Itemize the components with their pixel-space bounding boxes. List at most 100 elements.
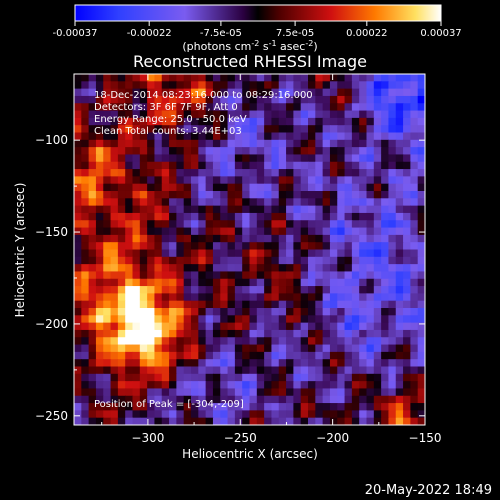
heatmap-cell — [74, 227, 82, 236]
heatmap-cell — [395, 117, 404, 126]
heatmap-cell — [403, 110, 411, 119]
heatmap-cell — [147, 139, 156, 148]
heatmap-cell — [132, 417, 141, 425]
heatmap-cell — [169, 293, 177, 302]
x-axis-label: Heliocentric X (arcsec) — [182, 447, 318, 461]
heatmap-cell — [205, 161, 214, 170]
heatmap-cell — [395, 359, 404, 368]
heatmap-cell — [359, 381, 368, 390]
heatmap-cell — [308, 256, 316, 265]
heatmap-cell — [205, 103, 214, 112]
heatmap-cell — [81, 95, 90, 104]
heatmap-cell — [234, 95, 243, 104]
heatmap-cell — [198, 117, 207, 126]
heatmap-cell — [161, 205, 170, 214]
heatmap-cell — [125, 234, 134, 243]
heatmap-cell — [337, 234, 346, 243]
heatmap-cell — [183, 395, 192, 404]
heatmap-cell — [212, 359, 221, 368]
heatmap-cell — [220, 278, 229, 287]
heatmap-cell — [198, 205, 207, 214]
heatmap-cell — [227, 278, 236, 287]
heatmap-cell — [212, 381, 221, 390]
heatmap-cell — [278, 81, 287, 90]
heatmap-cell — [234, 88, 243, 97]
heatmap-cell — [366, 286, 375, 294]
heatmap-cell — [117, 191, 126, 199]
heatmap-cell — [337, 139, 346, 148]
heatmap-cell — [183, 198, 192, 207]
heatmap-cell — [154, 322, 163, 331]
heatmap-cell — [337, 322, 346, 331]
heatmap-cell — [117, 293, 126, 302]
heatmap-cell — [161, 264, 170, 273]
heatmap-cell — [183, 147, 192, 156]
heatmap-cell — [322, 74, 331, 82]
heatmap-cell — [191, 410, 199, 419]
heatmap-cell — [337, 132, 346, 141]
heatmap-cell — [103, 271, 112, 280]
heatmap-cell — [329, 81, 338, 90]
heatmap-cell — [344, 286, 353, 294]
heatmap-cell — [403, 212, 411, 221]
heatmap-cell — [242, 286, 251, 294]
heatmap-cell — [373, 212, 382, 221]
heatmap-cell — [351, 242, 360, 251]
heatmap-cell — [205, 388, 214, 397]
heatmap-cell — [242, 410, 251, 419]
heatmap-cell — [110, 403, 119, 411]
heatmap-cell — [410, 381, 419, 390]
heatmap-cell — [359, 88, 368, 97]
heatmap-cell — [300, 403, 309, 411]
heatmap-cell — [125, 271, 134, 280]
heatmap-cell — [74, 169, 82, 177]
heatmap-cell — [278, 212, 287, 221]
heatmap-cell — [169, 139, 177, 148]
heatmap-cell — [329, 154, 338, 163]
heatmap-cell — [329, 161, 338, 170]
heatmap-cell — [139, 403, 148, 411]
heatmap-cell — [147, 329, 156, 338]
heatmap-cell — [103, 278, 112, 287]
heatmap-cell — [183, 344, 192, 353]
heatmap-cell — [293, 337, 302, 346]
heatmap-cell — [205, 403, 214, 411]
heatmap-cell — [381, 278, 390, 287]
heatmap-cell — [264, 300, 273, 309]
heatmap-cell — [95, 205, 104, 214]
heatmap-cell — [410, 234, 419, 243]
heatmap-cell — [322, 205, 331, 214]
heatmap-cell — [249, 191, 258, 199]
heatmap-cell — [278, 308, 287, 316]
heatmap-cell — [117, 88, 126, 97]
heatmap-cell — [154, 344, 163, 353]
heatmap-cell — [329, 139, 338, 148]
heatmap-cell — [256, 117, 265, 126]
heatmap-cell — [125, 103, 134, 112]
heatmap-cell — [161, 161, 170, 170]
heatmap-cell — [300, 315, 309, 324]
heatmap-cell — [220, 322, 229, 331]
heatmap-cell — [81, 74, 90, 82]
heatmap-cell — [344, 395, 353, 404]
heatmap-cell — [256, 74, 265, 82]
heatmap-cell — [381, 359, 390, 368]
heatmap-cell — [198, 191, 207, 199]
heatmap-cell — [308, 139, 316, 148]
heatmap-cell — [278, 351, 287, 360]
heatmap-cell — [271, 169, 280, 177]
heatmap-cell — [212, 293, 221, 302]
heatmap-cell — [264, 183, 273, 192]
heatmap-cell — [417, 81, 425, 90]
colorbar-gradient — [74, 4, 442, 22]
heatmap-cell — [388, 249, 397, 258]
heatmap-cell — [417, 242, 425, 251]
heatmap-cell — [322, 169, 331, 177]
heatmap-cell — [256, 359, 265, 368]
heatmap-cell — [161, 271, 170, 280]
heatmap-cell — [264, 161, 273, 170]
heatmap-cell — [359, 139, 368, 148]
heatmap-cell — [81, 117, 90, 126]
heatmap-cell — [103, 139, 112, 148]
heatmap-cell — [315, 125, 324, 134]
